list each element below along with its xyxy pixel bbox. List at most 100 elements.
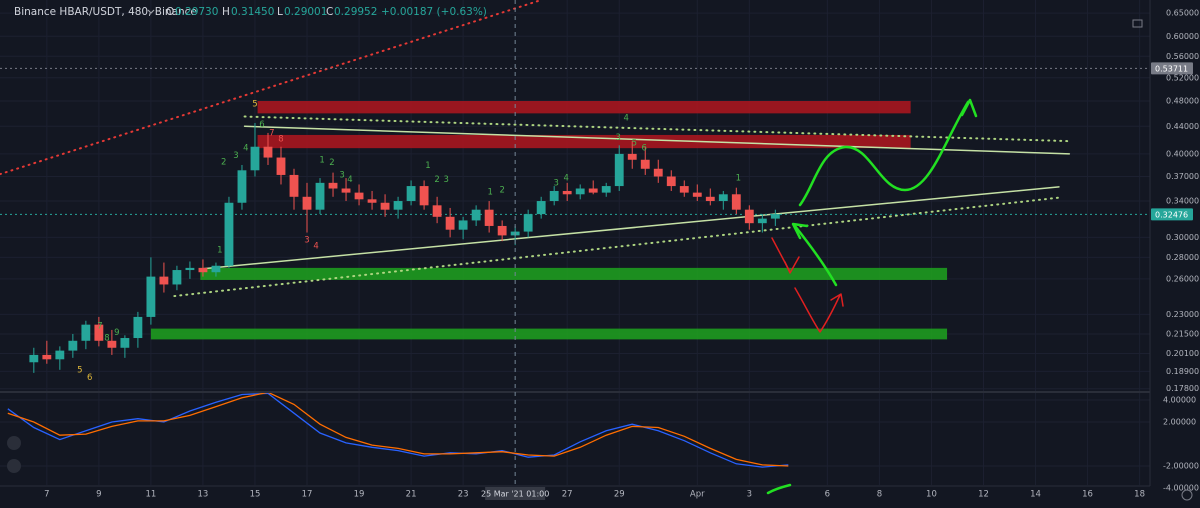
ohlc-value: 0.31450 (231, 6, 274, 18)
candle-body (224, 202, 234, 266)
y-tick-label: 0.30000 (1166, 233, 1199, 242)
arrow-head (960, 98, 978, 118)
candle-body (666, 176, 676, 187)
candle-body (341, 188, 351, 193)
candle-body (614, 153, 624, 187)
x-tick-label: Apr (690, 490, 705, 500)
count-label: 3 (339, 170, 344, 180)
y-tick-label: 0.18900 (1166, 367, 1199, 376)
link-button[interactable] (7, 436, 21, 450)
count-label: 4 (347, 175, 352, 185)
candle-body (250, 146, 260, 171)
count-label: 4 (563, 174, 568, 184)
ohlc-key: C (326, 6, 333, 18)
candle-body (81, 324, 91, 341)
x-tick-label: 7 (44, 490, 49, 500)
indicator-pane (0, 393, 1150, 485)
x-tick-label: 14 (1030, 490, 1041, 500)
y-tick-label: 0.17800 (1166, 384, 1199, 393)
count-label: 5 (252, 100, 257, 110)
trend-line (173, 196, 1060, 298)
count-label: 4 (624, 113, 629, 123)
x-tick-label: 9 (96, 490, 101, 500)
ohlc-value: 0.29001 (284, 6, 327, 18)
candle-body (185, 267, 195, 271)
x-tick-label: 21 (406, 490, 417, 500)
count-label: 9 (114, 328, 119, 338)
candle-body (172, 270, 182, 285)
x-tick-label: 16 (1082, 490, 1093, 500)
candle-body (770, 214, 780, 219)
candle-body (146, 276, 156, 317)
count-label: 4 (243, 144, 248, 154)
ohlc-value: 0.29730 (175, 6, 218, 18)
candle-body (640, 159, 650, 169)
candle-body (744, 209, 754, 224)
candle-body (471, 209, 481, 221)
zone (257, 134, 911, 149)
green-arrow-back (793, 224, 838, 287)
candle-body (692, 192, 702, 197)
green-arrow-up (798, 100, 970, 207)
y-tick-label: 0.52000 (1166, 73, 1199, 82)
count-label: 8 (104, 334, 109, 344)
candle-body (380, 202, 390, 210)
price-label-box (1151, 62, 1193, 75)
candle-body (302, 196, 312, 210)
crosshair-label: 25 Mar '21 01:00 (481, 490, 549, 499)
count-label: 1 (319, 155, 324, 165)
candle-body (497, 225, 507, 236)
y-tick-label: 2.00000 (1163, 418, 1196, 427)
count-label: 7 (97, 321, 102, 331)
candle-body (42, 354, 52, 360)
candle-body (120, 338, 130, 348)
x-tick-label: 19 (354, 490, 365, 500)
candle-body (29, 354, 39, 363)
change: +0.00187 (+0.63%) (381, 6, 487, 18)
count-label: 1 (736, 174, 741, 184)
y-tick-label: 0.44000 (1166, 122, 1199, 131)
candle-body (484, 209, 494, 226)
count-label: 4 (313, 242, 318, 252)
candle-body (718, 194, 728, 202)
trend-line (0, 0, 543, 176)
x-tick-label: 10 (926, 490, 937, 500)
cloud-button[interactable] (7, 459, 21, 473)
count-label: 1 (217, 246, 222, 256)
ohlc-value: 0.29952 (334, 6, 377, 18)
arrow-head (791, 222, 809, 240)
count-label: 5 (77, 365, 82, 375)
candle-body (588, 188, 598, 193)
x-tick-label: 6 (825, 490, 830, 500)
candle-body (133, 316, 143, 339)
y-tick-label: 0.40000 (1166, 149, 1199, 158)
count-label: 3 (615, 133, 620, 143)
y-tick-label: 0.56000 (1166, 52, 1199, 61)
candle-body (276, 157, 286, 175)
candle-body (159, 276, 169, 285)
ohlc-key: L (277, 6, 283, 18)
count-label: 3 (304, 236, 309, 246)
candle-body (445, 216, 455, 230)
candle-body (458, 220, 468, 230)
x-tick-label: 12 (978, 490, 989, 500)
count-label: 8 (278, 135, 283, 145)
y-tick-label: 0.21500 (1166, 329, 1199, 338)
candle-body (523, 214, 533, 232)
y-tick-label: 4.00000 (1163, 396, 1196, 405)
chevron[interactable] (147, 9, 155, 14)
count-label: 2 (329, 158, 334, 168)
gear-button[interactable] (1181, 489, 1193, 501)
candle-body (575, 188, 585, 195)
candle-body (328, 182, 338, 189)
y-tick-label: 0.48000 (1166, 97, 1199, 106)
candle-body (315, 182, 325, 210)
count-label: 1 (425, 161, 430, 171)
y-tick-label: 0.26000 (1166, 274, 1199, 283)
settings-icon[interactable] (1132, 19, 1143, 28)
count-label: 2 (499, 186, 504, 196)
candle-body (367, 199, 377, 203)
candle-body (601, 186, 611, 193)
